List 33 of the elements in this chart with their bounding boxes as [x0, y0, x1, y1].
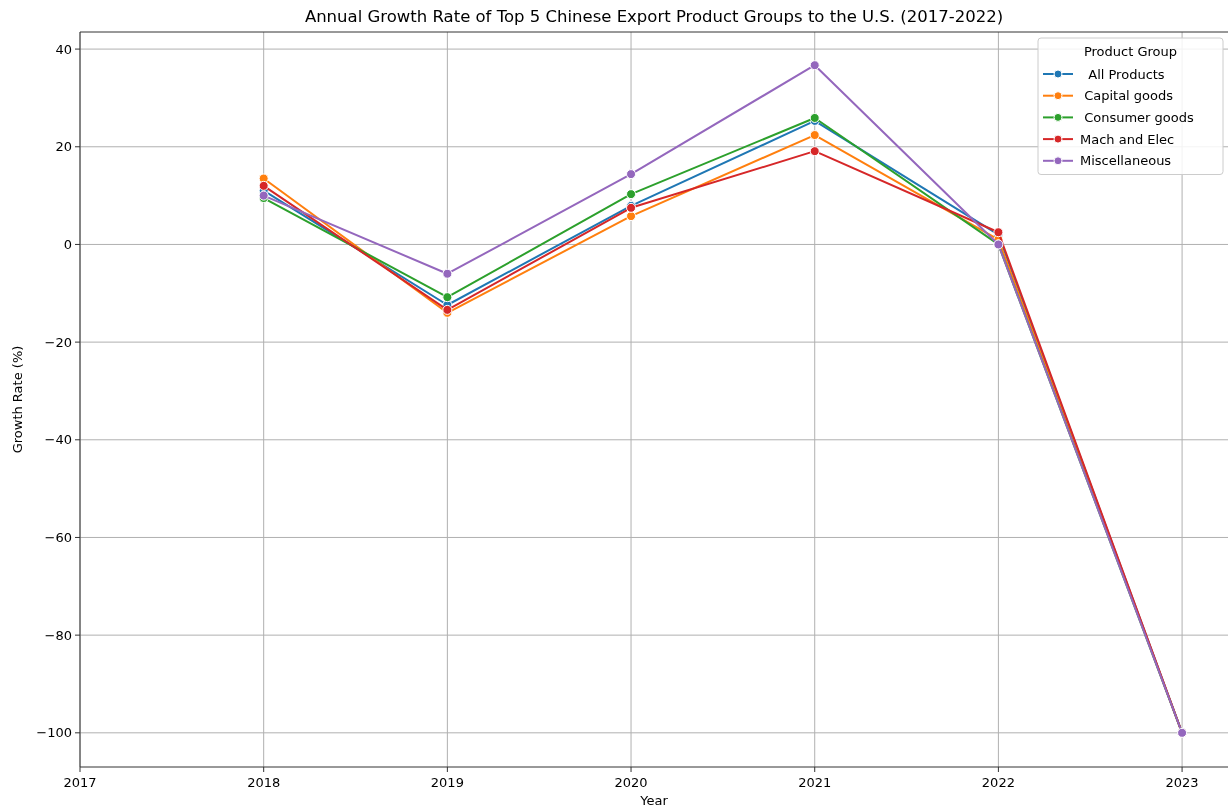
y-tick-label: −20 — [44, 334, 72, 350]
point — [809, 60, 820, 71]
y-tick-label: 40 — [55, 41, 72, 57]
y-tick-label: 20 — [55, 139, 72, 155]
point — [809, 130, 820, 141]
point — [809, 146, 820, 157]
y-tick-label: −60 — [44, 529, 72, 545]
x-tick-label: 2019 — [430, 775, 464, 790]
legend-label: Consumer goods — [1080, 109, 1194, 125]
point — [626, 169, 637, 180]
y-axis-title: Growth Rate (%) — [10, 345, 25, 454]
legend-title: Product Group — [1083, 44, 1178, 59]
x-axis-title: Year — [639, 793, 669, 808]
point — [442, 268, 453, 279]
legend-label: Mach and Elec — [1080, 131, 1175, 147]
y-tick-label: −100 — [36, 725, 72, 741]
x-tick-label: 2018 — [247, 775, 281, 790]
legend-label: All Products — [1080, 66, 1165, 82]
x-tick-label: 2022 — [981, 775, 1015, 790]
x-tick-label: 2017 — [63, 775, 97, 790]
y-tick-label: −80 — [44, 627, 72, 643]
point — [626, 211, 637, 222]
y-tick-label: −40 — [44, 432, 72, 448]
point — [442, 292, 453, 303]
y-tick-label: 0 — [63, 236, 72, 252]
point — [626, 189, 637, 200]
x-tick-label: 2021 — [798, 775, 832, 790]
legend-label: Capital goods — [1080, 88, 1174, 104]
point — [258, 180, 269, 191]
legend-label: Miscellaneous — [1080, 153, 1172, 169]
x-tick-label: 2020 — [614, 775, 648, 790]
chart-title: Annual Growth Rate of Top 5 Chinese Export Product Groups to the U.S. (2017-2022) — [304, 7, 1004, 26]
x-tick-label: 2023 — [1165, 775, 1199, 790]
